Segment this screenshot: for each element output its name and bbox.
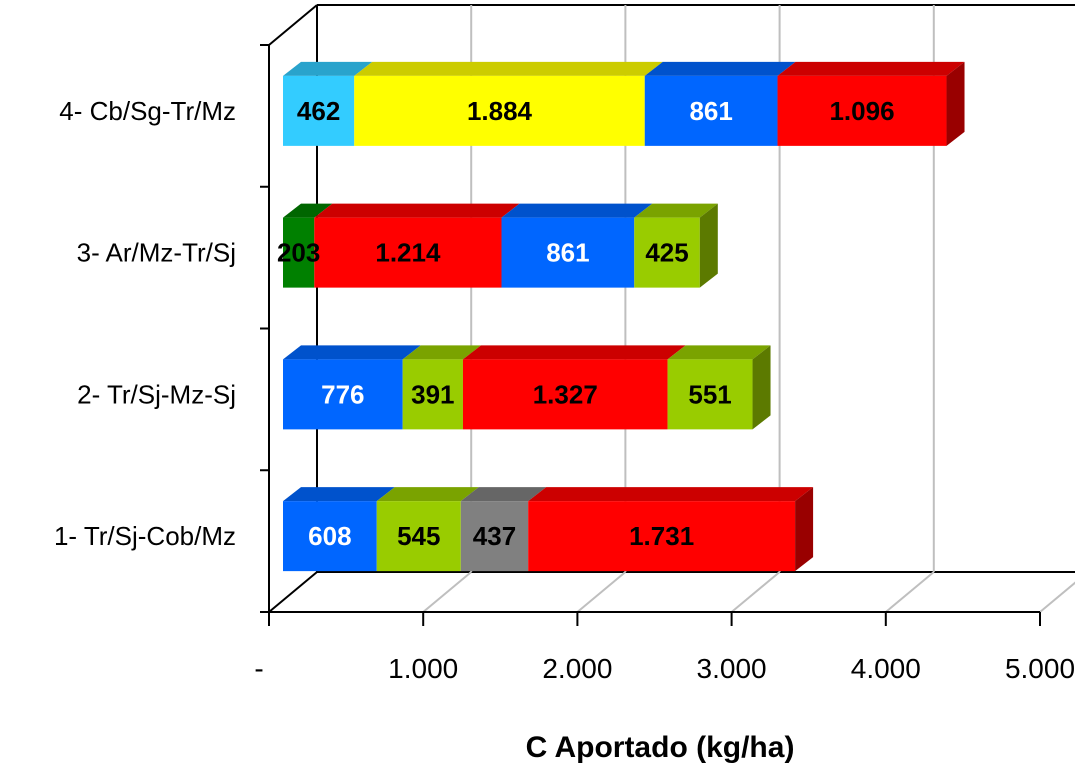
data-label: 1.327 [533, 379, 598, 409]
data-label: 1.214 [375, 238, 441, 268]
bar-segment-top [283, 61, 373, 76]
data-label: 1.884 [467, 96, 533, 126]
floor-left-edge [268, 571, 318, 613]
bar-segment [402, 359, 463, 430]
bar-segment [283, 75, 355, 146]
x-tick-label: 4.000 [851, 653, 921, 684]
bar-segment-side [699, 203, 718, 288]
bar-segment-side [946, 61, 965, 146]
data-label: 545 [397, 521, 440, 551]
bar-segment-top [460, 487, 547, 502]
x-tick-label: 5.000 [1005, 653, 1075, 684]
category-label: 1- Tr/Sj-Cob/Mz [54, 521, 236, 551]
labels: 1- Tr/Sj-Cob/Mz 608 545 437 1.731 2- Tr/Sj-Mz… [54, 96, 895, 551]
bar-segment-top [376, 487, 479, 502]
bar-segment-top [528, 487, 814, 502]
x-axis-title: C Aportado (kg/ha) [526, 731, 795, 764]
bar-segment [283, 501, 377, 572]
bar-segment-side [752, 345, 771, 430]
bar-segment-top [501, 203, 653, 218]
category-label: 4- Cb/Sg-Tr/Mz [59, 96, 236, 126]
floor-gridline [576, 571, 627, 613]
bar-segment [354, 75, 645, 146]
bar-segment [634, 217, 700, 288]
bar-segment-top [283, 345, 421, 360]
axes: - 1.000 2.000 3.000 4.000 5.000 [254, 44, 1075, 684]
bar-segment [528, 501, 796, 572]
bar-segment [644, 75, 778, 146]
bar-segment-top [644, 61, 796, 76]
bar-segment-top [283, 203, 333, 218]
bar-segment-top [283, 487, 395, 502]
data-label: 203 [277, 238, 320, 268]
bar-segment-top [777, 61, 965, 76]
x-tick-label: 3.000 [697, 653, 767, 684]
bar-segment-top [314, 203, 520, 218]
bar-segment [314, 217, 502, 288]
floor-gridline [885, 571, 935, 613]
x-tick-label: 1.000 [388, 653, 458, 684]
data-label: 861 [689, 96, 732, 126]
floor-gridline [1039, 581, 1075, 613]
data-label: 462 [297, 96, 340, 126]
category-label: 3- Ar/Mz-Tr/Sj [77, 238, 236, 268]
bar-segment [462, 359, 668, 430]
bar-segment [283, 217, 315, 288]
bar-segment [376, 501, 461, 572]
left-wall-top-edge [268, 4, 318, 46]
data-label: 1.096 [829, 96, 894, 126]
bar-segment [777, 75, 947, 146]
x-tick-label: 2.000 [542, 653, 612, 684]
bar-segment-side [795, 487, 814, 572]
floor-gridline [422, 571, 472, 613]
data-label: 551 [688, 379, 731, 409]
bar-segment-top [634, 203, 718, 218]
data-label: 608 [308, 521, 351, 551]
x-tick-label: - [254, 653, 263, 684]
bar-segment-top [402, 345, 481, 360]
data-label: 391 [411, 379, 454, 409]
bar-segment-top [354, 61, 663, 76]
data-label: 425 [645, 238, 688, 268]
data-label: 776 [321, 379, 364, 409]
bar-segment [460, 501, 529, 572]
bar-segment-top [462, 345, 686, 360]
category-label: 2- Tr/Sj-Mz-Sj [77, 379, 236, 409]
bar-segment [667, 359, 753, 430]
data-label: 1.731 [629, 521, 694, 551]
bar-segment-top [667, 345, 771, 360]
bar-segment [501, 217, 635, 288]
data-label: 437 [473, 521, 516, 551]
data-label: 861 [546, 238, 589, 268]
bars [283, 61, 965, 572]
floor-gridline [730, 571, 781, 613]
bar-segment [283, 359, 403, 430]
